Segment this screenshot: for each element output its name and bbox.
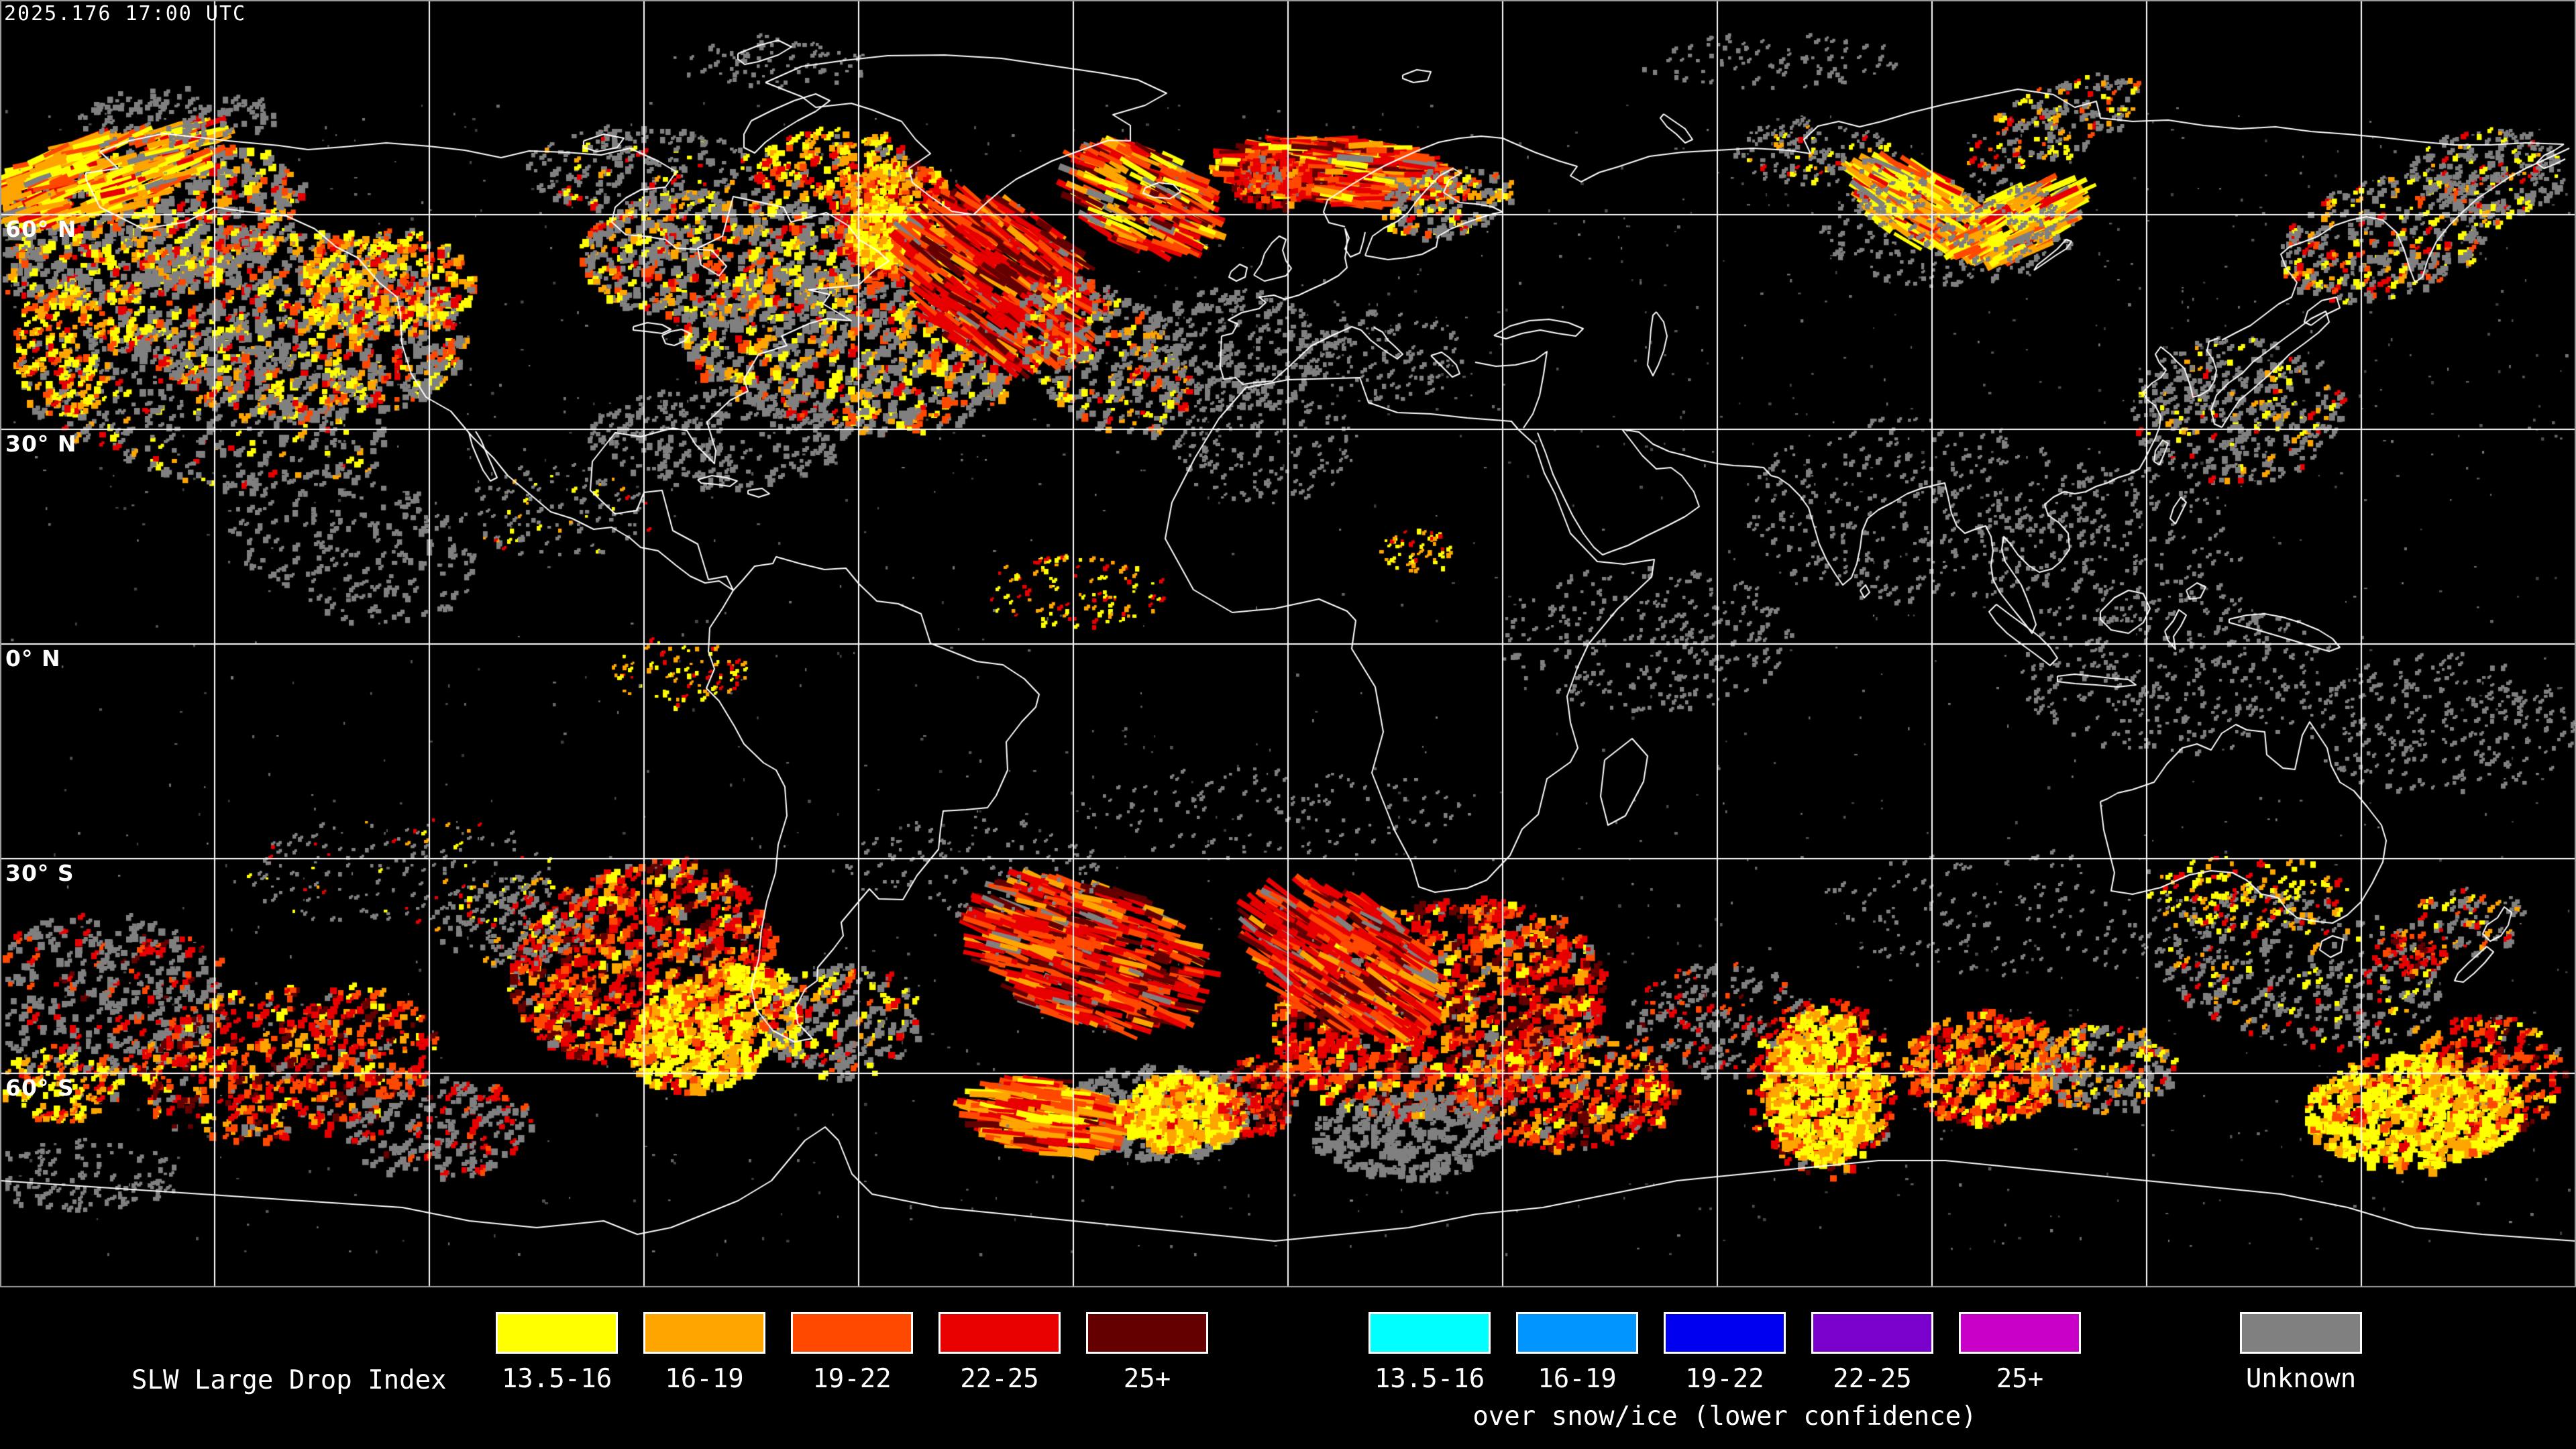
legend-swatch <box>1664 1312 1786 1354</box>
legend-snow-ice-caption: over snow/ice (lower confidence) <box>1472 1401 1977 1432</box>
legend-swatch <box>938 1312 1061 1354</box>
legend-bin-label: 25+ <box>1996 1364 2044 1394</box>
legend-item: 19-22 <box>791 1312 913 1395</box>
legend-bin-label: 22-25 <box>1833 1364 1912 1394</box>
legend-bin-label: 13.5-16 <box>1374 1364 1485 1394</box>
legend-swatch <box>2240 1312 2362 1354</box>
legend-swatch <box>1368 1312 1491 1354</box>
legend-bin-label: 16-19 <box>665 1364 744 1394</box>
latitude-label: 30° S <box>5 860 74 886</box>
latitude-label: 30° N <box>5 431 77 457</box>
legend-swatch <box>496 1312 618 1354</box>
legend-item: 13.5-16 <box>1368 1312 1491 1395</box>
legend-item: 13.5-16 <box>496 1312 618 1395</box>
legend-swatch <box>1959 1312 2081 1354</box>
legend-item: 25+ <box>1959 1312 2081 1395</box>
legend-swatch <box>791 1312 913 1354</box>
legend-item: Unknown <box>2240 1312 2362 1395</box>
legend-bin-label: 16-19 <box>1538 1364 1617 1394</box>
legend-unknown-bin: Unknown <box>2240 1312 2362 1395</box>
world-map-canvas <box>0 0 2576 1288</box>
latitude-label: 0° N <box>5 645 61 672</box>
timestamp: 2025.176 17:00 UTC <box>4 2 247 25</box>
legend-item: 19-22 <box>1664 1312 1786 1395</box>
legend-swatch <box>1516 1312 1638 1354</box>
legend-item: 22-25 <box>1811 1312 1933 1395</box>
legend-title: SLW Large Drop Index <box>131 1365 447 1395</box>
legend-snow-ice-bins: 13.5-16 16-19 19-22 22-25 25+ <box>1368 1312 2081 1395</box>
legend-bin-label: 25+ <box>1123 1364 1171 1394</box>
legend-main-bins: 13.5-16 16-19 19-22 22-25 25+ <box>496 1312 1208 1395</box>
latitude-label: 60° N <box>5 216 77 242</box>
legend-item: 16-19 <box>1516 1312 1638 1395</box>
legend-swatch <box>643 1312 765 1354</box>
legend-bin-label: 19-22 <box>812 1364 892 1394</box>
legend-swatch <box>1811 1312 1933 1354</box>
legend-item: 25+ <box>1086 1312 1208 1395</box>
legend-item: 22-25 <box>938 1312 1061 1395</box>
latitude-label: 60° S <box>5 1075 74 1101</box>
legend-swatch <box>1086 1312 1208 1354</box>
legend-item: 16-19 <box>643 1312 765 1395</box>
legend-bin-label: 13.5-16 <box>501 1364 612 1394</box>
legend-bin-label: 22-25 <box>960 1364 1039 1394</box>
legend-bin-label: Unknown <box>2245 1364 2357 1394</box>
legend-bin-label: 19-22 <box>1685 1364 1764 1394</box>
